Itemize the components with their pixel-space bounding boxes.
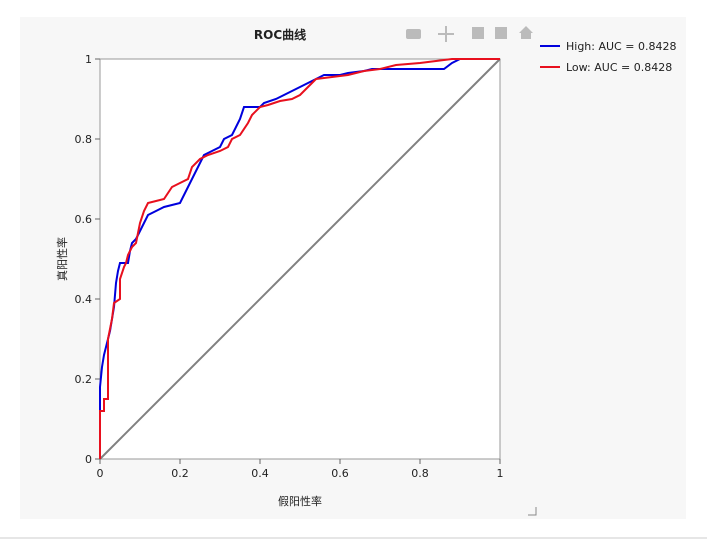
zoom-in-icon[interactable] (472, 27, 484, 39)
zoom-out-icon[interactable] (495, 27, 507, 39)
y-tick-label: 0.8 (75, 133, 93, 146)
y-tick-label: 0.4 (75, 293, 93, 306)
legend-label: High: AUC = 0.8428 (566, 40, 676, 53)
pan-icon[interactable] (438, 26, 454, 42)
x-tick-label: 0.6 (331, 467, 349, 480)
y-tick-label: 0.6 (75, 213, 93, 226)
toolbar (406, 26, 533, 42)
y-tick-label: 0 (85, 453, 92, 466)
y-tick-label: 0.2 (75, 373, 93, 386)
x-tick-label: 0 (97, 467, 104, 480)
roc-line (99, 58, 500, 459)
y-tick-label: 1 (85, 53, 92, 66)
x-tick-label: 1 (497, 467, 504, 480)
home-icon[interactable] (519, 26, 533, 39)
legend-label: Low: AUC = 0.8428 (566, 61, 672, 74)
x-tick-label: 0.2 (171, 467, 189, 480)
camera-icon[interactable] (406, 29, 421, 39)
x-tick-label: 0.8 (411, 467, 429, 480)
y-axis-label: 真阳性率 (55, 237, 69, 281)
reference-line (99, 58, 501, 460)
resize-handle[interactable] (528, 507, 537, 516)
chart-title: ROC曲线 (254, 27, 306, 42)
x-axis-label: 假阳性率 (278, 494, 322, 508)
x-tick-label: 0.4 (251, 467, 269, 480)
